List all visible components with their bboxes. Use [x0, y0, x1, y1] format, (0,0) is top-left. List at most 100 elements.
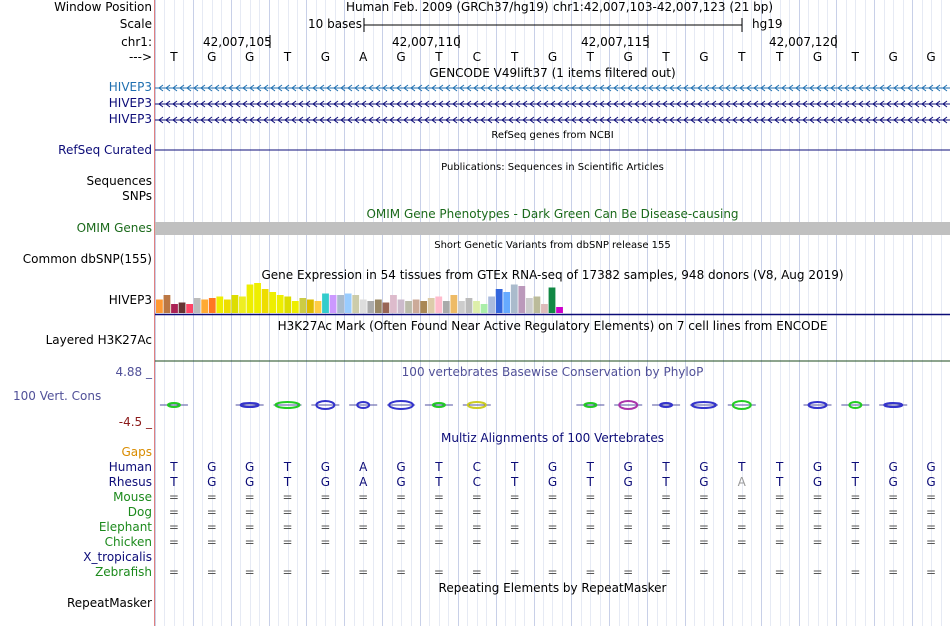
strand-arrow [298, 100, 304, 108]
gencode-row-label-1[interactable]: HIVEP3 [108, 80, 152, 94]
aligned-base: = [661, 505, 672, 519]
reference-base: G [623, 50, 633, 64]
strand-arrow [214, 100, 220, 108]
strand-arrow [613, 116, 619, 124]
gencode-gene-models[interactable] [155, 80, 950, 128]
aligned-base: T [851, 475, 860, 489]
phylop-max-label: 4.88 _ [115, 365, 152, 379]
aligned-base: = [850, 505, 861, 519]
strand-arrow [914, 100, 920, 108]
gtex-bar [541, 304, 548, 313]
strand-arrow [291, 116, 297, 124]
strand-arrow [410, 116, 416, 124]
strand-arrow [200, 84, 206, 92]
strand-arrow [942, 116, 948, 124]
aligned-base: T [435, 475, 443, 489]
strand-arrow [340, 100, 346, 108]
phylop-glyph [431, 402, 446, 408]
gtex-label[interactable]: HIVEP3 [108, 293, 152, 307]
species-label-x_tropicalis[interactable]: X_tropicalis [83, 550, 152, 564]
aligned-base: = [926, 565, 937, 579]
aligned-base: = [282, 490, 293, 504]
aligned-base: = [774, 490, 785, 504]
phylop-label[interactable]: 100 Vert. Cons [13, 389, 102, 403]
strand-arrow [928, 116, 934, 124]
strand-arrow [683, 84, 689, 92]
strand-arrow [851, 100, 857, 108]
strand-arrow [361, 84, 367, 92]
aligned-base: = [774, 565, 785, 579]
gtex-bar [412, 299, 420, 313]
strand-arrow [361, 116, 367, 124]
strand-arrow [837, 100, 843, 108]
species-label-human[interactable]: Human [108, 460, 152, 474]
strand-arrow [368, 116, 374, 124]
species-label-rhesus[interactable]: Rhesus [108, 475, 152, 489]
gencode-row-label-3[interactable]: HIVEP3 [108, 112, 152, 126]
refseq-label[interactable]: RefSeq Curated [58, 143, 152, 157]
chrom-label: chr1: [121, 35, 152, 49]
gtex-bar [450, 295, 458, 313]
strand-arrow [333, 84, 339, 92]
strand-arrow [564, 116, 570, 124]
aligned-base: = [509, 490, 520, 504]
repeatmasker-label[interactable]: RepeatMasker [66, 596, 152, 610]
omim-label[interactable]: OMIM Genes [76, 221, 152, 235]
refseq-gene-line[interactable] [155, 143, 950, 158]
strand-arrow [340, 84, 346, 92]
species-label-chicken[interactable]: Chicken [104, 535, 152, 549]
strand-arrow [382, 116, 388, 124]
strand-arrow [928, 100, 934, 108]
strand-arrow [501, 84, 507, 92]
strand-arrow [830, 116, 836, 124]
species-label-zebrafish[interactable]: Zebrafish [95, 565, 152, 579]
aligned-base: = [396, 565, 407, 579]
strand-arrow [319, 84, 325, 92]
aligned-base: = [396, 520, 407, 534]
strand-arrow [424, 100, 430, 108]
species-label-elephant[interactable]: Elephant [98, 520, 152, 534]
strand-arrow [256, 84, 262, 92]
strand-arrow [746, 84, 752, 92]
strand-arrow [158, 84, 164, 92]
strand-arrow [207, 100, 213, 108]
strand-arrow [312, 116, 318, 124]
phylop-glyph [466, 401, 487, 409]
dbsnp-label[interactable]: Common dbSNP(155) [22, 252, 152, 266]
phylop-logo[interactable] [155, 395, 950, 420]
gaps-label[interactable]: Gaps [121, 445, 152, 459]
publications-label-snps[interactable]: SNPs [122, 189, 152, 203]
strand-arrow [326, 100, 332, 108]
strand-arrow [228, 116, 234, 124]
publications-label-sequences[interactable]: Sequences [86, 174, 152, 188]
strand-arrow [781, 116, 787, 124]
strand-arrow [249, 100, 255, 108]
strand-arrow [473, 84, 479, 92]
species-label-mouse[interactable]: Mouse [113, 490, 152, 504]
phylop-glyph [583, 402, 598, 408]
strand-arrow [466, 84, 472, 92]
aligned-base: = [623, 565, 634, 579]
aligned-base: = [244, 535, 255, 549]
gtex-bar-chart[interactable] [155, 283, 950, 317]
gencode-row-label-2[interactable]: HIVEP3 [108, 96, 152, 110]
gtex-bar [314, 301, 322, 313]
gtex-bar [405, 301, 412, 313]
aligned-base: = [623, 505, 634, 519]
aligned-base: = [206, 565, 217, 579]
omim-bar[interactable] [155, 222, 950, 235]
refseq-title: RefSeq genes from NCBI [491, 130, 614, 141]
aligned-base: = [320, 505, 331, 519]
strand-arrow [634, 116, 640, 124]
aligned-base: = [244, 520, 255, 534]
h3k27ac-label[interactable]: Layered H3K27Ac [45, 333, 152, 347]
strand-arrow [886, 100, 892, 108]
strand-arrow [585, 84, 591, 92]
strand-arrow [865, 100, 871, 108]
gtex-bar [427, 298, 435, 313]
strand-arrow [557, 116, 563, 124]
aligned-base: = [585, 490, 596, 504]
species-label-dog[interactable]: Dog [127, 505, 152, 519]
strand-arrow [487, 84, 493, 92]
strand-arrow [466, 116, 472, 124]
